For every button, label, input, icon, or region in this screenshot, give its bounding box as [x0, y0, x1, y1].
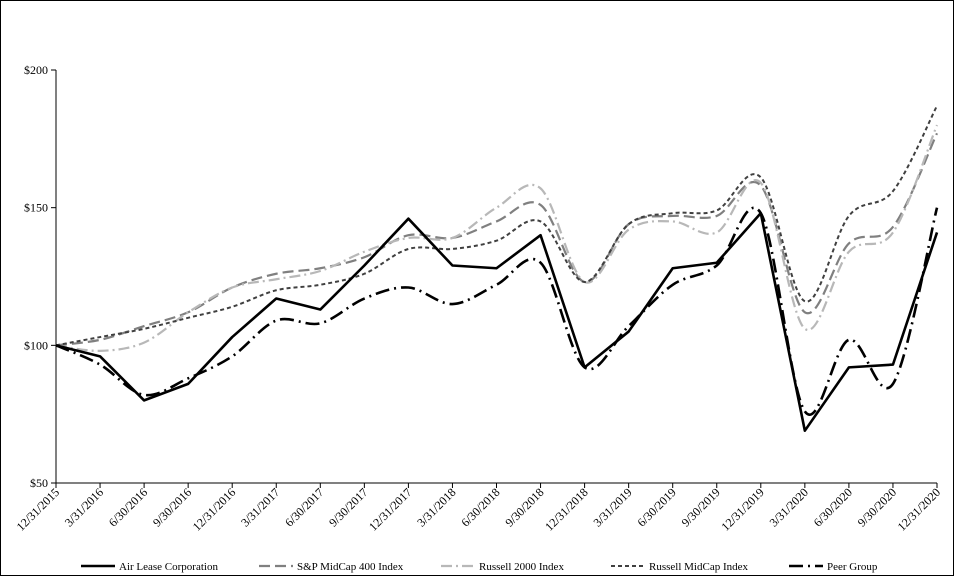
x-tick-label: 6/30/2019: [635, 485, 679, 529]
legend-label: Russell MidCap Index: [649, 561, 748, 573]
x-tick-label: 12/31/2015: [14, 485, 63, 534]
x-tick-label: 9/30/2017: [326, 485, 370, 529]
y-tick-label: $100: [24, 338, 48, 352]
y-tick-label: $150: [24, 201, 48, 215]
series-line-russell-2000-index: [55, 124, 939, 352]
x-tick-label: 9/30/2016: [150, 485, 194, 529]
x-tick-label: 12/31/2016: [190, 485, 239, 534]
series-line-peer-group: [55, 206, 939, 416]
x-tick-label: 3/31/2017: [238, 485, 282, 529]
x-tick-label: 3/31/2018: [414, 485, 458, 529]
x-tick-label: 9/30/2019: [679, 485, 723, 529]
x-tick-label: 9/30/2018: [502, 485, 546, 529]
series-line-russell-midcap-index: [55, 105, 938, 347]
series-layer: [55, 105, 939, 432]
x-tick-label: 12/31/2018: [542, 485, 591, 534]
x-tick-label: 9/30/2020: [855, 485, 899, 529]
x-tick-label: 12/31/2017: [366, 485, 415, 534]
x-tick-label: 12/31/2019: [718, 485, 767, 534]
series-line-air-lease-corporation: [55, 211, 939, 432]
y-tick-label: $200: [24, 63, 48, 77]
x-tick-label: 3/31/2020: [767, 485, 811, 529]
legend-label: Peer Group: [827, 561, 878, 573]
x-tick-label: 6/30/2018: [458, 485, 502, 529]
x-tick-label: 3/31/2019: [590, 485, 634, 529]
legend: Air Lease Corporation S&P MidCap 400 Inde…: [81, 561, 878, 573]
legend-label: Russell 2000 Index: [479, 561, 564, 573]
x-tick-label: 6/30/2017: [282, 485, 326, 529]
x-tick-label: 6/30/2020: [811, 485, 855, 529]
x-tick-label: 12/31/2020: [895, 485, 944, 534]
legend-label: S&P MidCap 400 Index: [297, 561, 404, 573]
legend-label: Air Lease Corporation: [119, 561, 218, 573]
x-tick-label: 6/30/2016: [106, 485, 150, 529]
y-tick-label: $50: [30, 476, 48, 490]
x-tick-label: 3/31/2016: [62, 485, 106, 529]
